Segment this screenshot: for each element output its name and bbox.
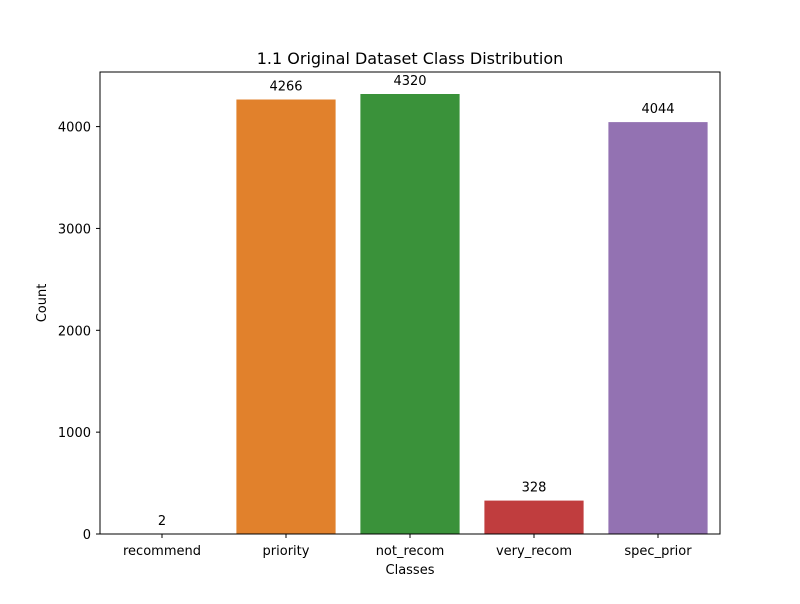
x-axis-ticks: recommend priority not_recom very_recom spec… bbox=[123, 534, 692, 559]
chart-title: 1.1 Original Dataset Class Distribution bbox=[257, 49, 564, 68]
bar-priority bbox=[236, 100, 335, 535]
bar-not-recom bbox=[360, 94, 459, 534]
y-axis-label: Count bbox=[35, 284, 50, 323]
data-label-not-recom: 4320 bbox=[393, 74, 426, 89]
data-label-very-recom: 328 bbox=[522, 481, 547, 496]
data-label-priority: 4266 bbox=[269, 80, 302, 95]
x-tick-label-not-recom: not_recom bbox=[376, 544, 445, 559]
bars-group bbox=[112, 94, 707, 534]
y-tick-label: 0 bbox=[83, 528, 91, 543]
y-tick-label: 3000 bbox=[58, 222, 91, 237]
x-tick-label-very-recom: very_recom bbox=[496, 544, 572, 559]
data-label-spec-prior: 4044 bbox=[641, 102, 674, 117]
bar-very-recom bbox=[484, 501, 583, 534]
y-tick-label: 2000 bbox=[58, 324, 91, 339]
x-tick-label-spec-prior: spec_prior bbox=[624, 544, 692, 559]
x-axis-label: Classes bbox=[386, 563, 435, 578]
y-tick-label: 4000 bbox=[58, 121, 91, 136]
x-tick-label-priority: priority bbox=[263, 544, 310, 559]
x-tick-label-recommend: recommend bbox=[123, 544, 201, 559]
y-tick-label: 1000 bbox=[58, 426, 91, 441]
bar-spec-prior bbox=[608, 122, 707, 534]
data-label-recommend: 2 bbox=[158, 514, 166, 529]
y-axis-ticks: 0 1000 2000 3000 4000 bbox=[58, 121, 100, 543]
